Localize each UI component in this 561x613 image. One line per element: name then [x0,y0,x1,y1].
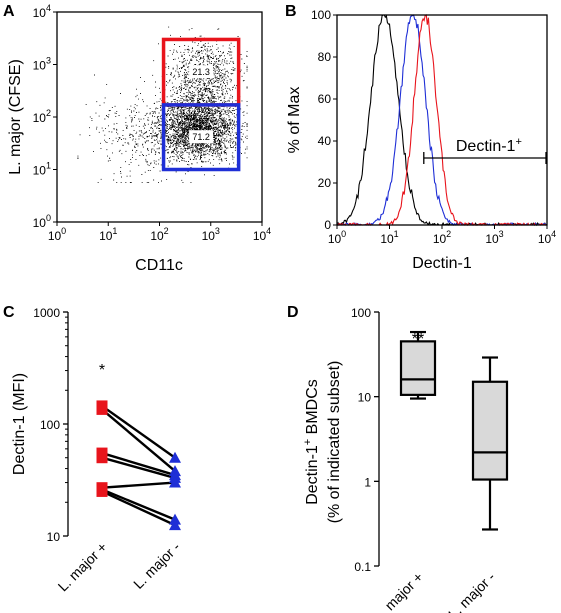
gate-1-label: 71.2 [192,132,210,142]
x-tick-label-4: 104 [538,229,556,246]
gate-0-label: 21.3 [192,67,210,77]
category-label-0: L. major + [371,569,427,613]
x-tick-label-2: 102 [433,229,451,246]
histogram-series-1 [336,14,548,227]
panel-b-label: B [285,3,297,20]
x-tick-label-2: 102 [150,226,168,243]
x-tick-label-4: 104 [253,226,271,243]
point-lmajor-neg-0 [169,451,181,463]
panel-d-ylabel-sup: + [302,439,314,445]
point-lmajor-pos-3 [96,452,108,464]
y-tick-label-1: 20 [318,176,332,190]
category-label-0: L. major + [55,539,111,595]
panel-c-label: C [3,304,15,321]
y-tick-label-0: 0.1 [354,560,371,574]
y-tick-label-2: 40 [318,134,332,148]
panel-d-label: D [287,304,299,321]
panel-b-ylabel: % of Max [286,87,303,154]
point-lmajor-pos-6 [96,485,108,497]
point-lmajor-pos-1 [96,403,108,415]
panel-a-ylabel: L. major (CFSE) [7,59,24,175]
y-tick-label-1: 101 [33,161,51,178]
x-tick-label-1: 101 [380,229,398,246]
gate-1-label-bg [189,130,214,144]
y-tick-label-3: 100 [351,306,371,320]
panel-b-xlabel: Dectin-1 [412,255,472,272]
y-tick-label-1: 1 [364,475,371,489]
category-label-1: L. major - [445,569,498,613]
panel-c-paired-plot: 10 100 1000 L. major + L. major - * Dectin-… [11,306,183,594]
panel-c-ylabel: Dectin-1 (MFI) [11,373,28,475]
x-tick-label-0: 100 [48,226,66,243]
y-tick-label-4: 104 [33,3,51,20]
panel-c-significance: * [99,362,105,379]
y-tick-label-0: 100 [33,213,51,230]
y-tick-label-1: 100 [40,418,60,432]
y-tick-label-5: 100 [311,8,331,22]
box-1 [471,380,509,481]
dectin-gate-label: Dectin-1+ [456,136,522,155]
pair-line-3 [101,456,176,480]
panel-d-boxplot: 0.1 1 10 100 L. major + L. major - ** Dectin… [302,306,509,613]
pair-line-6 [101,490,176,527]
pair-line-1 [101,408,176,472]
x-tick-label-3: 103 [485,229,503,246]
panel-d-significance: ** [412,331,424,348]
box-0 [399,340,437,396]
gate-0-label-bg [189,65,214,79]
category-label-1: L. major - [130,539,183,592]
y-tick-label-2: 1000 [33,306,60,320]
pair-line-0 [101,404,176,459]
y-tick-label-2: 10 [358,391,372,405]
y-tick-label-3: 60 [318,92,332,106]
panel-d-ylabel-main: Dectin-1 [304,445,321,505]
panel-a-label: A [3,3,15,20]
point-lmajor-neg-5 [169,513,181,525]
x-tick-label-0: 100 [328,229,346,246]
panel-a-xlabel: CD11c [135,257,183,274]
y-tick-label-0: 0 [324,218,331,232]
gate-1 [161,103,241,172]
x-tick-label-1: 101 [99,226,117,243]
point-lmajor-neg-4 [169,476,181,488]
panel-d-ylabel2: (% of indicated subset) [326,361,343,524]
panel-d-ylabel: Dectin-1+ BMDCs [302,379,321,505]
y-tick-label-3: 103 [33,56,51,73]
y-tick-label-0: 10 [47,530,61,544]
pair-line-2 [101,451,176,477]
point-lmajor-neg-6 [169,519,181,531]
y-tick-label-4: 80 [318,50,332,64]
y-tick-label-2: 102 [33,108,51,125]
x-tick-label-3: 103 [202,226,220,243]
panel-b-histogram: Dectin-1+ 100 101 102 103 104 0 20 40 60 80 100 D… [286,8,556,272]
pair-line-4 [101,481,176,489]
panel-d-ylabel-rest: BMDCs [304,379,321,439]
pair-line-5 [101,488,176,521]
panel-a-flow-plot: 21.3 71.2 100 101 102 103 104 100 101 102 103 104… [7,3,271,274]
histogram-series-0 [336,14,548,227]
